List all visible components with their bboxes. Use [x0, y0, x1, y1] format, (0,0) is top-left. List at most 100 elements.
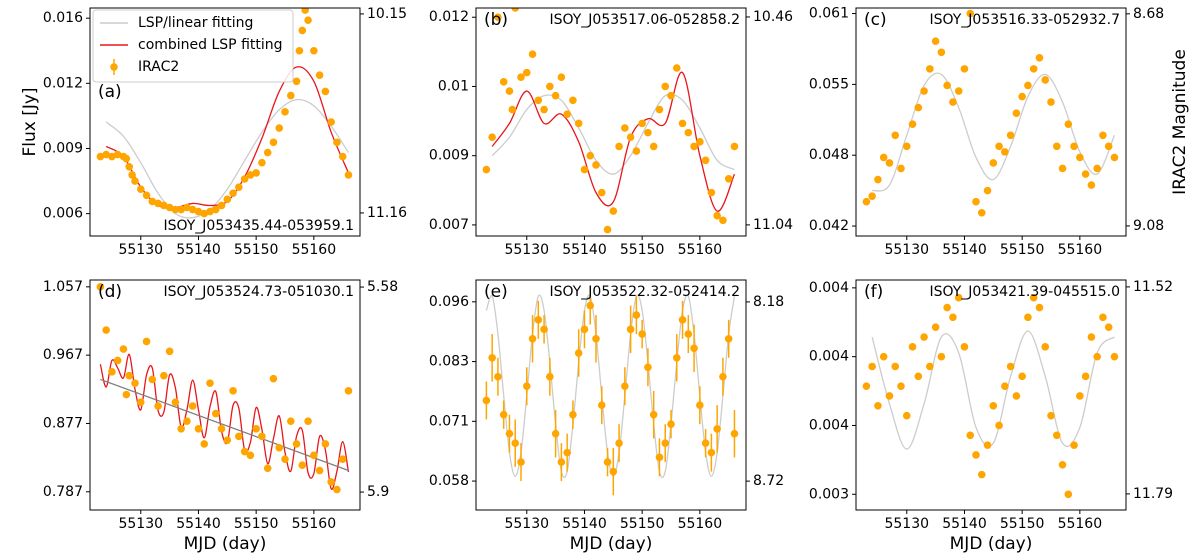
- data-point: [707, 188, 716, 197]
- data-point: [1052, 431, 1061, 440]
- x-tick-label: 55130: [118, 516, 163, 532]
- data-point: [874, 402, 882, 410]
- data-point: [304, 16, 312, 25]
- data-point: [200, 440, 209, 448]
- data-point: [891, 131, 900, 140]
- data-point: [885, 159, 894, 167]
- data-point: [142, 191, 151, 200]
- data-point: [557, 458, 566, 466]
- data-point: [281, 455, 289, 463]
- data-point: [713, 211, 721, 220]
- data-point: [223, 195, 232, 204]
- data-point: [862, 197, 871, 206]
- x-tick-label: 55140: [942, 242, 987, 258]
- x-tick-label: 55150: [620, 516, 665, 532]
- data-point: [626, 325, 635, 334]
- data-point: [1029, 293, 1038, 302]
- data-point: [108, 368, 116, 376]
- fit-line: [491, 71, 736, 212]
- panel-label: (c): [864, 10, 887, 30]
- data-point: [1087, 181, 1096, 189]
- data-point: [211, 409, 220, 418]
- object-id: ISOY_J053522.32-052414.2: [549, 284, 740, 300]
- data-point: [1018, 92, 1026, 101]
- data-point: [701, 156, 710, 165]
- fit-line: [491, 93, 735, 175]
- data-point: [655, 453, 664, 462]
- data-point: [649, 410, 658, 419]
- data-point: [557, 73, 566, 82]
- data-point: [649, 142, 658, 151]
- data-point: [632, 147, 641, 155]
- y-tick-label: 0.055: [809, 76, 849, 92]
- x-tick-label: 55140: [176, 516, 221, 532]
- data-point: [1058, 460, 1067, 469]
- data-point: [240, 447, 249, 456]
- plot-area: [862, 293, 1119, 499]
- data-point: [638, 119, 646, 128]
- data-point: [482, 396, 491, 405]
- legend-label: IRAC2: [138, 59, 179, 75]
- data-point: [690, 142, 698, 151]
- data-point: [540, 105, 548, 114]
- axes-frame: [89, 279, 361, 511]
- data-point: [229, 189, 237, 198]
- x-tick-label: 55130: [884, 516, 929, 532]
- data-point: [678, 119, 687, 128]
- data-point: [1012, 392, 1021, 400]
- y-axis-label: Flux [Jy]: [20, 87, 40, 156]
- plot-area: [482, 8, 739, 234]
- data-point: [995, 142, 1003, 151]
- data-point: [1018, 372, 1026, 381]
- data-point: [344, 171, 353, 179]
- data-point: [862, 382, 871, 390]
- data-point: [603, 225, 612, 234]
- data-point: [1047, 411, 1055, 420]
- data-point: [128, 171, 136, 179]
- data-point: [206, 207, 214, 216]
- y-tick-label: 0.061: [809, 6, 849, 22]
- data-point: [194, 207, 203, 216]
- y-tick-label: 0.007: [429, 217, 469, 233]
- fit-line: [871, 330, 1115, 450]
- data-point: [171, 205, 180, 214]
- data-point: [621, 382, 629, 391]
- data-point: [223, 436, 232, 444]
- data-point: [943, 81, 951, 90]
- data-point: [177, 205, 185, 214]
- data-point: [217, 424, 226, 433]
- data-point: [943, 303, 951, 312]
- data-point: [295, 46, 304, 55]
- data-point: [902, 142, 911, 151]
- data-point: [926, 65, 934, 73]
- data-point: [235, 432, 243, 441]
- data-point: [966, 9, 975, 18]
- data-point: [96, 152, 105, 161]
- data-point: [269, 374, 278, 383]
- data-point: [301, 8, 309, 14]
- axes-frame: [89, 7, 361, 237]
- data-point: [1058, 164, 1067, 173]
- x-tick-label: 55130: [504, 516, 549, 532]
- data-point: [1093, 352, 1101, 361]
- data-point: [206, 379, 214, 388]
- y-tick-label: 0.096: [429, 294, 469, 310]
- data-point: [131, 379, 139, 388]
- fit-line: [105, 98, 350, 219]
- data-point: [534, 96, 543, 105]
- data-point: [672, 353, 681, 362]
- object-id: ISOY_J053421.39-045515.0: [929, 284, 1120, 300]
- y-tick-label: 0.048: [809, 147, 849, 163]
- data-point: [292, 440, 301, 448]
- data-point: [1093, 164, 1101, 173]
- data-point: [730, 142, 739, 151]
- data-point: [667, 91, 675, 100]
- data-point: [136, 185, 145, 193]
- data-point: [989, 159, 998, 167]
- data-point: [966, 431, 975, 440]
- y-tick-label: 0.967: [43, 347, 83, 363]
- x-tick-label: 55160: [1058, 516, 1103, 532]
- data-point: [977, 208, 986, 217]
- x-axis-label: MJD (day): [184, 534, 267, 554]
